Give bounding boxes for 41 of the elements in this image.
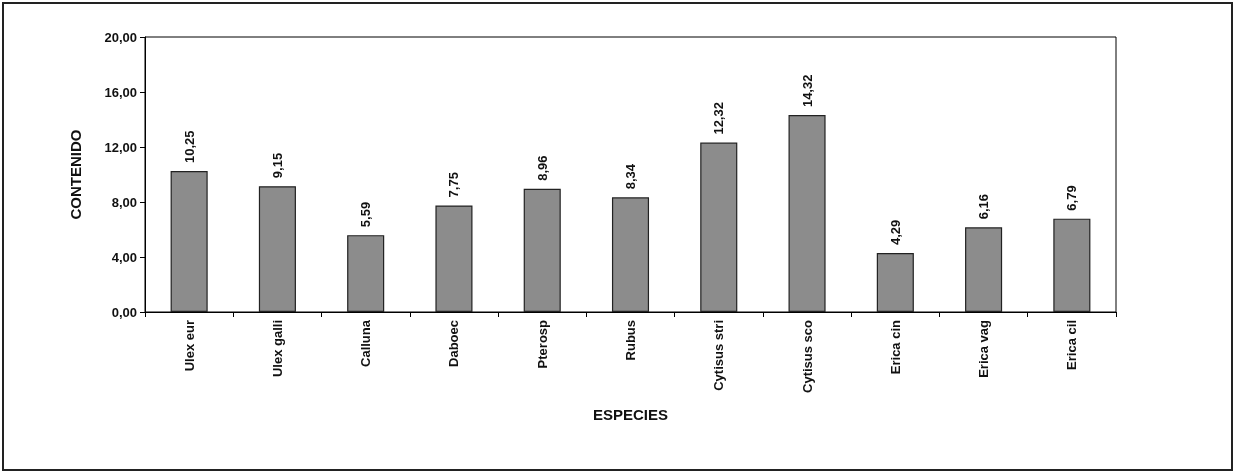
data-label: 14,32 (799, 74, 815, 108)
bar (523, 188, 561, 312)
x-tick-label: Erica vag (976, 319, 992, 378)
x-axis-title: ESPECIES (592, 406, 669, 423)
bar (700, 142, 738, 312)
data-label: 6,16 (976, 193, 992, 220)
bar (258, 186, 296, 312)
bar (876, 253, 914, 312)
x-tick-label: Ulex eur (181, 320, 197, 372)
data-label: 5,59 (358, 201, 374, 228)
data-label: 12,32 (711, 102, 727, 135)
data-label: 8,96 (534, 155, 550, 181)
bar (965, 227, 1003, 312)
bar (435, 205, 473, 312)
bar (788, 115, 826, 312)
data-label: 6,79 (1064, 185, 1080, 211)
bar (170, 171, 208, 312)
bar (347, 235, 385, 312)
bar (611, 197, 650, 312)
y-tick-label: 16,00 (104, 84, 137, 100)
data-label: 10,25 (181, 130, 197, 164)
x-tick-label: Erica cin (887, 319, 903, 375)
data-label: 4,29 (887, 219, 903, 246)
y-tick-label: 8,00 (111, 194, 137, 210)
x-tick-label: Rubus (623, 320, 638, 361)
y-axis-title: CONTENIDO (67, 129, 84, 220)
x-tick-label: Pterosp (534, 319, 550, 369)
x-tick-label: Daboec (446, 320, 462, 367)
bar (1053, 218, 1091, 312)
data-label: 8,34 (623, 163, 638, 190)
x-tick-label: Calluna (358, 319, 374, 367)
y-tick-label: 0,00 (111, 304, 137, 320)
x-tick-label: Erica cil (1064, 320, 1080, 370)
x-tick-label: Cytisus sco (799, 319, 815, 393)
y-tick-label: 4,00 (111, 249, 137, 265)
data-label: 7,75 (446, 172, 462, 198)
y-tick-label: 20,00 (104, 29, 137, 45)
x-tick-label: Ulex galli (269, 320, 285, 378)
y-tick-label: 12,00 (104, 139, 137, 155)
data-label: 9,15 (269, 152, 285, 179)
x-tick-label: Cytisus stri (711, 320, 727, 391)
